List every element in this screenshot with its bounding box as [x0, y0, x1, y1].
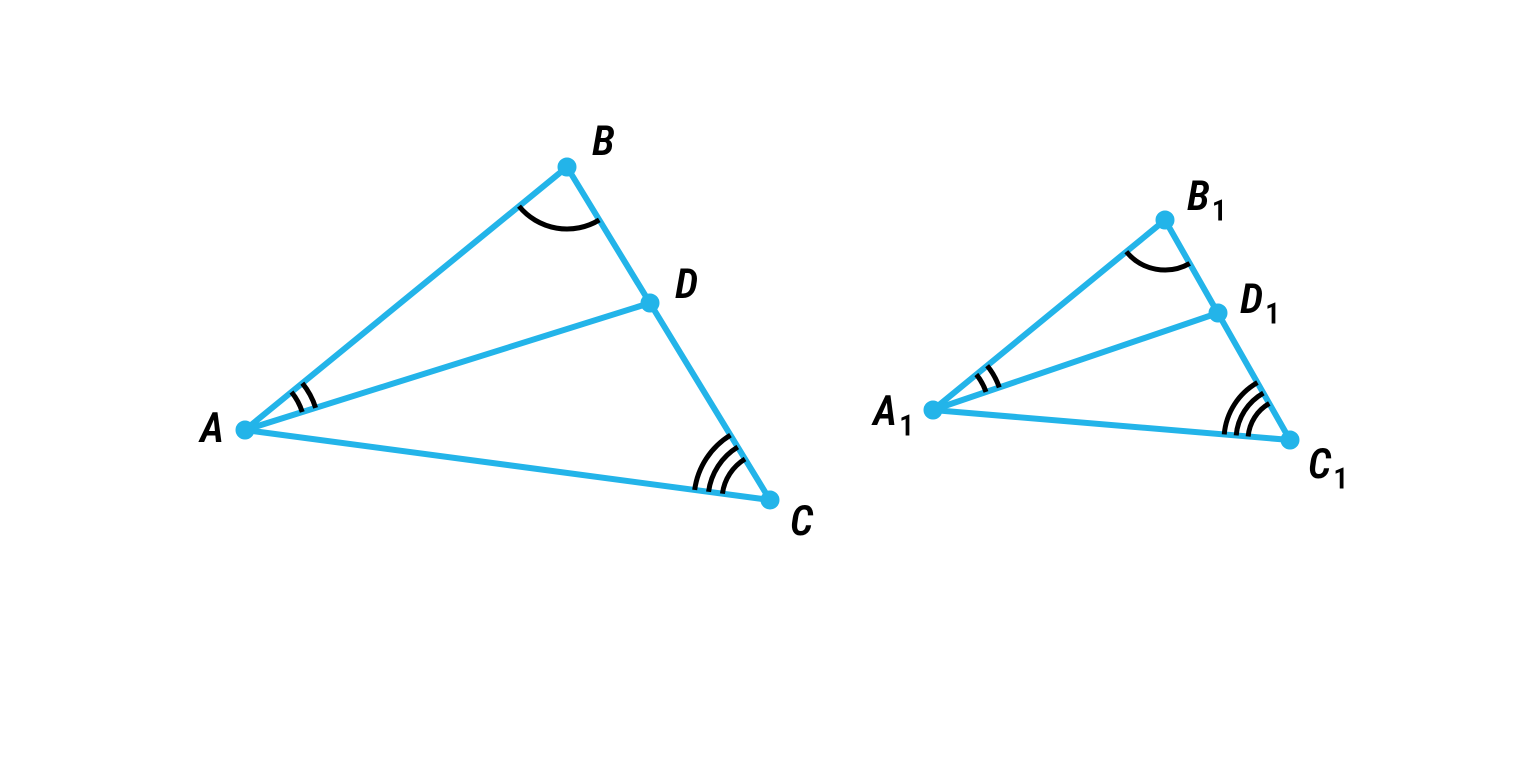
label-D: D1: [1240, 275, 1280, 332]
geometry-diagram: ABCDA1B1C1D1: [0, 0, 1536, 774]
label-A: A: [198, 404, 224, 453]
label-A: A1: [871, 387, 914, 444]
label-text: C: [1308, 440, 1332, 489]
label-C: C1: [1308, 440, 1348, 497]
label-subscript: 1: [1265, 297, 1280, 332]
vertex-B: [558, 158, 576, 176]
vertex-D: [641, 294, 659, 312]
edge-BC: [567, 167, 770, 500]
vertex-A: [924, 401, 942, 419]
label-B: B1: [1187, 172, 1227, 229]
angle-arc-A: [291, 392, 302, 412]
label-text: B: [1187, 172, 1210, 221]
label-subscript: 1: [1333, 462, 1348, 497]
label-text: D: [1240, 275, 1263, 324]
edge-AD: [933, 313, 1218, 410]
angle-arc-A: [987, 366, 999, 388]
label-text: D: [675, 260, 698, 309]
vertex-C: [1281, 431, 1299, 449]
label-D: D: [675, 260, 698, 309]
edge-AB: [933, 220, 1165, 410]
triangle-left: A B C D: [198, 117, 814, 546]
angle-arc-C: [722, 459, 745, 494]
angle-arc-B: [1126, 252, 1189, 270]
label-text: A: [198, 404, 224, 453]
angle-arc-A: [302, 383, 315, 408]
label-text: A: [871, 387, 897, 436]
angle-arc-B: [519, 206, 599, 229]
triangle-right: A1B1C1D1: [871, 172, 1348, 497]
edge-AD: [245, 303, 650, 430]
label-C: C: [790, 497, 814, 546]
label-text: B: [592, 117, 615, 166]
label-text: C: [790, 497, 814, 546]
edge-CA: [245, 430, 770, 500]
angle-arc-C: [1248, 403, 1269, 436]
vertex-A: [236, 421, 254, 439]
vertex-D: [1209, 304, 1227, 322]
angle-arc-A: [976, 375, 986, 392]
label-subscript: 1: [1212, 194, 1227, 229]
vertex-C: [761, 491, 779, 509]
label-subscript: 1: [899, 409, 914, 444]
label-B: B: [592, 117, 615, 166]
vertex-B: [1156, 211, 1174, 229]
